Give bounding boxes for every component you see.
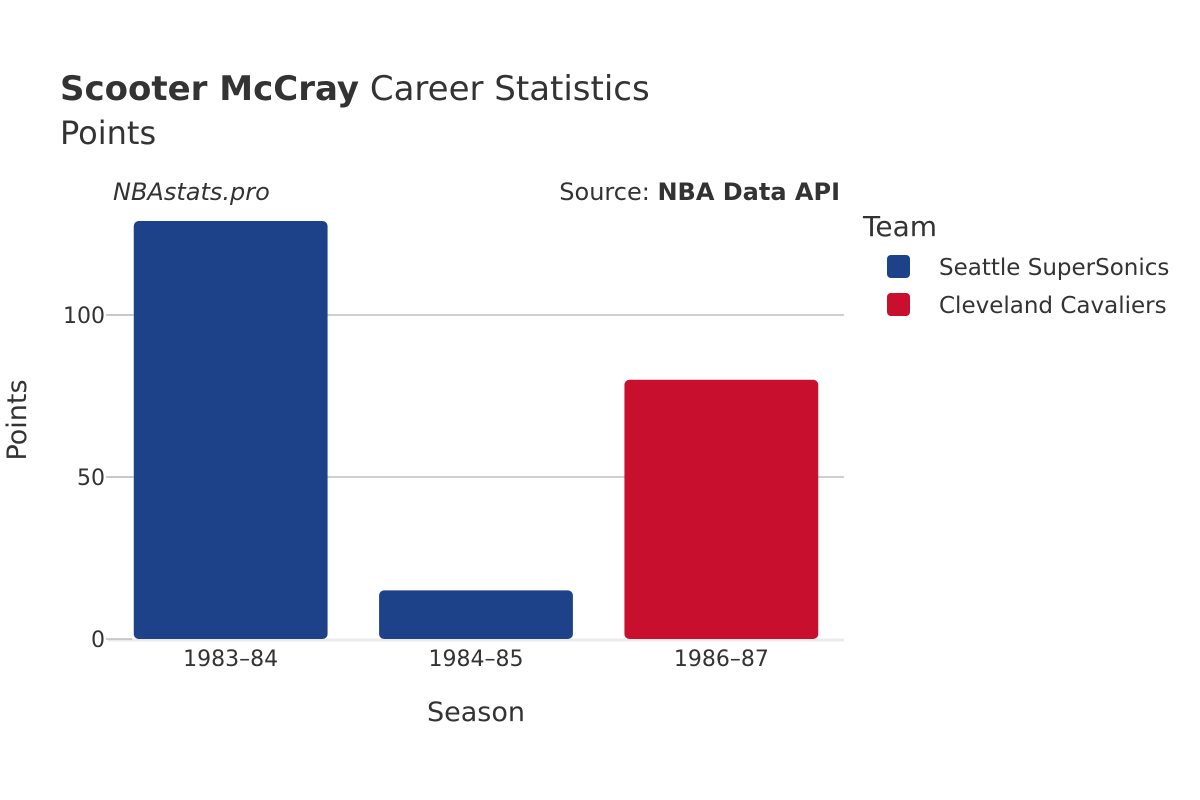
chart-subtitle: Points	[60, 114, 156, 152]
source-value: NBA Data API	[657, 178, 840, 206]
legend-swatch	[887, 293, 910, 316]
legend: Seattle SuperSonics Cleveland Cavaliers	[887, 255, 1169, 319]
legend-item[interactable]: Cleveland Cavaliers	[887, 293, 1167, 319]
y-tick-label: 100	[63, 304, 105, 329]
title-rest: Career Statistics	[359, 69, 650, 109]
bars	[133, 221, 819, 640]
x-tick-label: 1984–85	[429, 647, 524, 672]
y-tick-label: 0	[91, 628, 105, 653]
chart-title: Scooter McCray Career Statistics	[60, 69, 650, 109]
y-tick-labels: 0 50 100	[63, 304, 105, 653]
bar[interactable]	[379, 590, 573, 639]
source-text: Source: NBA Data API	[559, 178, 840, 206]
x-tick-labels: 1983–84 1984–85 1986–87	[183, 647, 769, 672]
watermark: NBAstats.pro	[113, 178, 270, 206]
legend-swatch	[887, 255, 910, 278]
legend-label: Seattle SuperSonics	[939, 255, 1169, 281]
legend-title: Team	[862, 210, 937, 243]
legend-label: Cleveland Cavaliers	[939, 293, 1167, 319]
bar[interactable]	[624, 379, 819, 639]
x-axis-label: Season	[427, 697, 525, 728]
y-tick-label: 50	[77, 466, 105, 491]
x-tick-label: 1986–87	[674, 647, 769, 672]
x-tick-label: 1983–84	[183, 647, 278, 672]
source-label: Source:	[559, 178, 657, 206]
legend-item[interactable]: Seattle SuperSonics	[887, 255, 1169, 281]
player-name: Scooter McCray	[60, 69, 359, 109]
y-axis-label: Points	[2, 379, 33, 460]
bar[interactable]	[133, 221, 328, 640]
